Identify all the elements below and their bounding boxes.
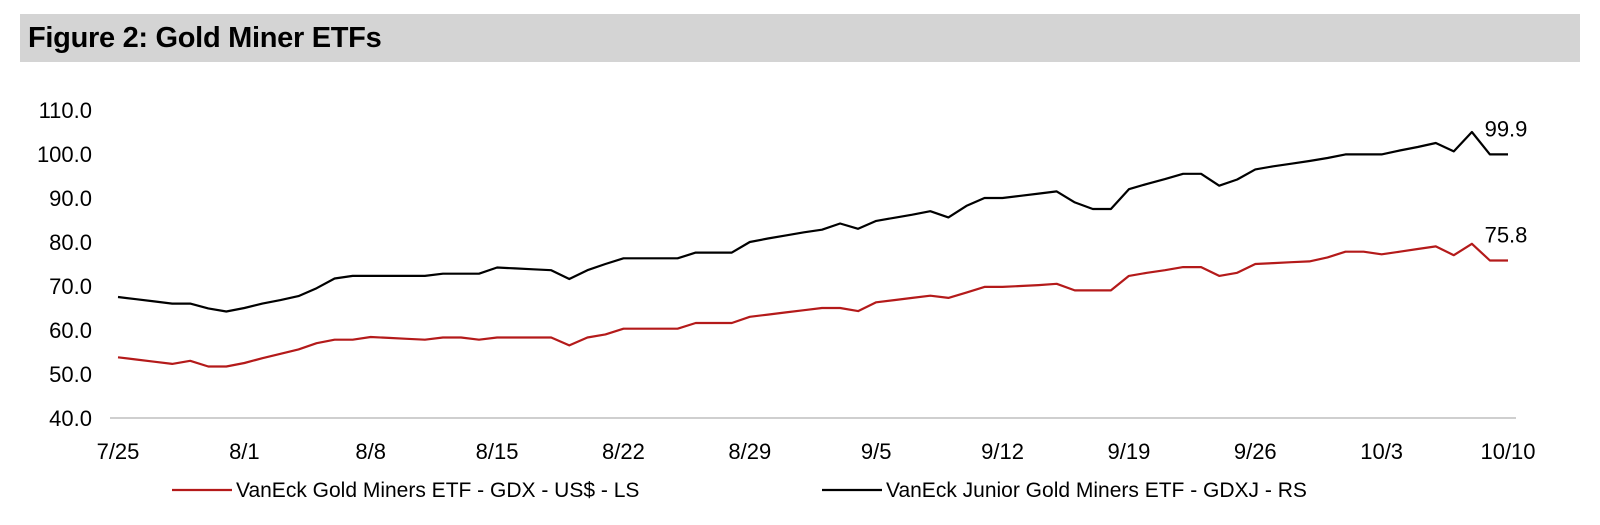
x-tick-label: 8/29 xyxy=(728,439,771,464)
figure-title-bar: Figure 2: Gold Miner ETFs xyxy=(20,14,1580,62)
x-tick-label: 9/19 xyxy=(1107,439,1150,464)
y-tick-label: 50.0 xyxy=(49,362,92,387)
series-lines xyxy=(117,130,1508,368)
legend: VanEck Gold Miners ETF - GDX - US$ - LS V… xyxy=(172,479,1307,502)
y-axis-labels: 40.0 50.0 60.0 70.0 80.0 90.0 100.0 110.0 xyxy=(37,98,92,431)
legend-label-gdx: VanEck Gold Miners ETF - GDX - US$ - LS xyxy=(236,479,639,502)
figure-title: Figure 2: Gold Miner ETFs xyxy=(28,21,382,54)
gdxj-series-line xyxy=(117,130,1508,313)
x-tick-label: 8/1 xyxy=(229,439,260,464)
x-tick-label: 9/12 xyxy=(981,439,1024,464)
gdxj-end-label: 99.9 xyxy=(1485,116,1528,141)
y-tick-label: 110.0 xyxy=(39,98,92,123)
y-tick-label: 80.0 xyxy=(49,230,92,255)
x-axis-labels: 7/25 8/1 8/8 8/15 8/22 8/29 9/5 9/12 9/19 9/26 10/… xyxy=(97,439,1536,464)
y-tick-label: 40.0 xyxy=(49,406,92,431)
x-tick-label: 9/5 xyxy=(861,439,892,464)
x-tick-label: 8/22 xyxy=(602,439,645,464)
x-tick-label: 8/8 xyxy=(355,439,386,464)
y-tick-label: 60.0 xyxy=(49,318,92,343)
x-tick-label: 10/3 xyxy=(1360,439,1403,464)
end-value-labels: 75.8 99.9 xyxy=(1485,116,1528,247)
y-tick-label: 70.0 xyxy=(49,274,92,299)
x-tick-label: 7/25 xyxy=(97,439,140,464)
x-tick-label: 8/15 xyxy=(476,439,519,464)
y-tick-label: 100.0 xyxy=(37,142,92,167)
gdx-series-line xyxy=(117,242,1508,368)
x-tick-label: 9/26 xyxy=(1234,439,1277,464)
gdx-end-label: 75.8 xyxy=(1485,222,1528,247)
y-tick-label: 90.0 xyxy=(49,186,92,211)
x-tick-label: 10/10 xyxy=(1480,439,1535,464)
legend-label-gdxj: VanEck Junior Gold Miners ETF - GDXJ - R… xyxy=(886,479,1307,502)
